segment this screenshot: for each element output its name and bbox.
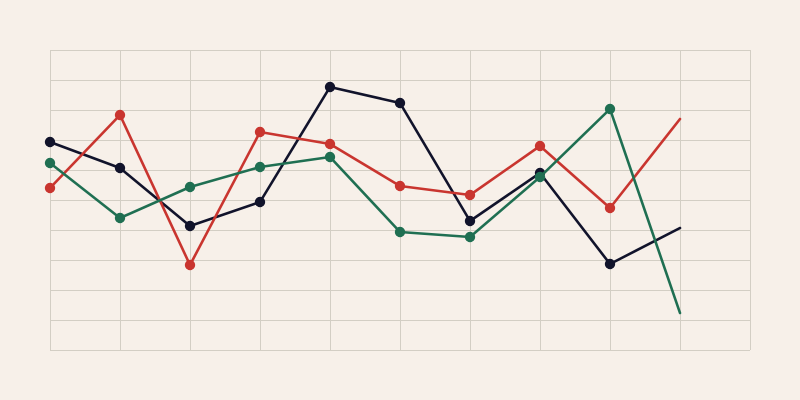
data-point-marker [604,258,616,270]
data-point-marker [44,157,56,169]
data-point-marker [604,202,616,214]
data-point-marker [184,220,196,232]
data-point-marker [394,180,406,192]
data-point-marker [114,212,126,224]
series-line-path [48,113,682,267]
data-point-marker [464,189,476,201]
data-point-marker [254,161,266,173]
data-point-marker [114,162,126,174]
data-point-marker [464,231,476,243]
data-point-marker [324,138,336,150]
data-point-marker [114,109,126,121]
data-point-marker [464,215,476,227]
series-series-red [44,109,682,271]
data-point-marker [394,226,406,238]
series-layer [44,81,682,315]
data-point-marker [254,196,266,208]
data-point-marker [604,103,616,115]
data-point-marker [254,126,266,138]
series-line-path [48,107,682,315]
grid-layer [50,50,751,351]
data-point-marker [184,181,196,193]
data-point-marker [534,171,546,183]
data-point-marker [324,151,336,163]
data-point-marker [534,140,546,152]
series-series-green [44,103,682,315]
data-point-marker [394,97,406,109]
data-point-marker [184,259,196,271]
data-point-marker [44,182,56,194]
data-point-marker [324,81,336,93]
series-line-path [48,85,682,266]
data-point-marker [44,136,56,148]
